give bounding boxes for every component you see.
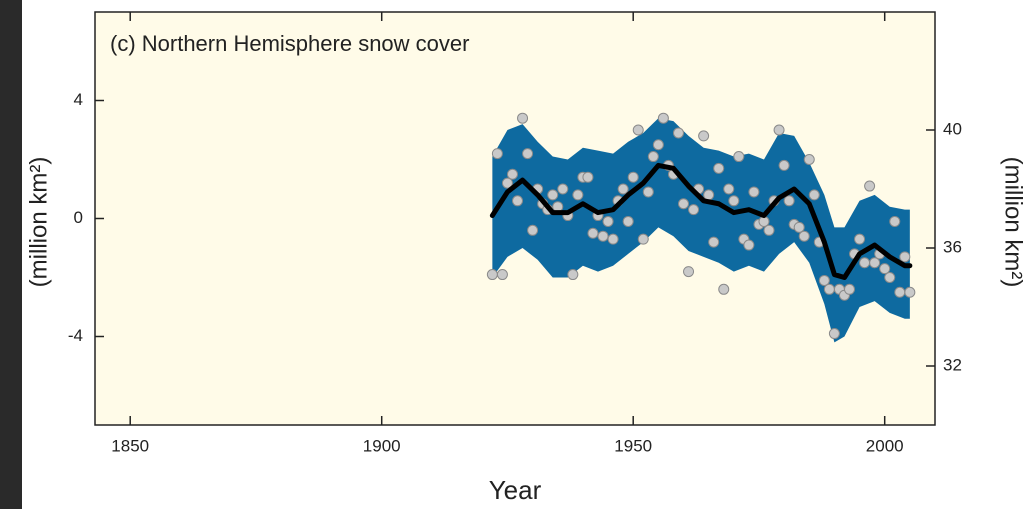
data-point	[486, 269, 498, 281]
y2-tick-label: 36	[943, 237, 962, 256]
data-point	[617, 183, 629, 195]
data-point	[672, 127, 684, 139]
data-point	[798, 230, 810, 242]
data-point	[713, 162, 725, 174]
data-point	[728, 195, 740, 207]
data-point	[567, 269, 579, 281]
data-point	[642, 186, 654, 198]
x-tick-label: 2000	[866, 436, 904, 455]
data-point	[733, 151, 745, 163]
data-point	[778, 159, 790, 171]
data-point	[501, 177, 513, 189]
data-point	[496, 269, 508, 281]
data-point	[828, 328, 840, 340]
data-point	[517, 112, 529, 124]
chart-title: (c) Northern Hemisphere snow cover	[110, 31, 469, 56]
data-point	[723, 183, 735, 195]
data-point	[763, 224, 775, 236]
data-point	[652, 139, 664, 151]
data-point	[854, 233, 866, 245]
data-point	[818, 274, 830, 286]
data-point	[864, 180, 876, 192]
x-tick-label: 1900	[363, 436, 401, 455]
x-axis-label: Year	[489, 475, 542, 505]
data-point	[803, 154, 815, 165]
data-point	[743, 239, 755, 251]
data-point	[647, 151, 659, 163]
data-point	[748, 186, 760, 198]
x-tick-label: 1850	[111, 436, 149, 455]
data-point	[622, 215, 634, 227]
data-point	[683, 266, 695, 278]
data-point	[793, 221, 805, 233]
y-tick-label: 0	[74, 208, 83, 227]
data-point	[607, 233, 619, 245]
y2-axis-label: (million km²)	[1000, 157, 1027, 288]
data-point	[889, 215, 901, 227]
data-point	[859, 257, 871, 269]
y2-tick-label: 40	[943, 119, 962, 138]
data-point	[572, 189, 584, 201]
data-point	[627, 171, 639, 183]
x-tick-label: 1950	[614, 436, 652, 455]
data-point	[491, 148, 503, 160]
data-point	[512, 195, 524, 207]
y-tick-label: 4	[74, 90, 83, 109]
data-point	[582, 171, 594, 183]
data-point	[783, 195, 795, 207]
data-point	[808, 189, 820, 201]
data-point	[557, 183, 569, 195]
data-point	[708, 236, 720, 248]
data-point	[843, 283, 855, 295]
data-point	[587, 227, 599, 239]
data-point	[904, 286, 916, 298]
data-point	[632, 124, 644, 136]
data-point	[869, 257, 881, 269]
y-axis-label: (million km²)	[25, 157, 52, 288]
data-point	[884, 272, 896, 283]
data-point	[597, 230, 609, 242]
uncertainty-band	[492, 118, 910, 343]
data-point	[547, 189, 559, 201]
data-point	[678, 198, 690, 210]
data-point	[894, 286, 906, 298]
data-point	[527, 224, 539, 236]
data-point	[718, 283, 730, 295]
smoothed-line	[489, 162, 913, 280]
data-point	[899, 251, 911, 263]
photo-edge	[0, 0, 22, 509]
data-point	[773, 124, 785, 136]
data-point	[688, 204, 700, 216]
data-point	[823, 283, 835, 295]
data-point	[506, 168, 518, 180]
data-point	[657, 112, 669, 124]
data-point	[602, 215, 614, 227]
data-point	[703, 189, 715, 201]
data-point	[637, 233, 649, 245]
data-point	[698, 130, 710, 142]
y2-tick-label: 32	[943, 355, 962, 374]
y-tick-label: -4	[68, 326, 83, 345]
data-point	[522, 148, 534, 160]
data-point	[879, 263, 891, 275]
